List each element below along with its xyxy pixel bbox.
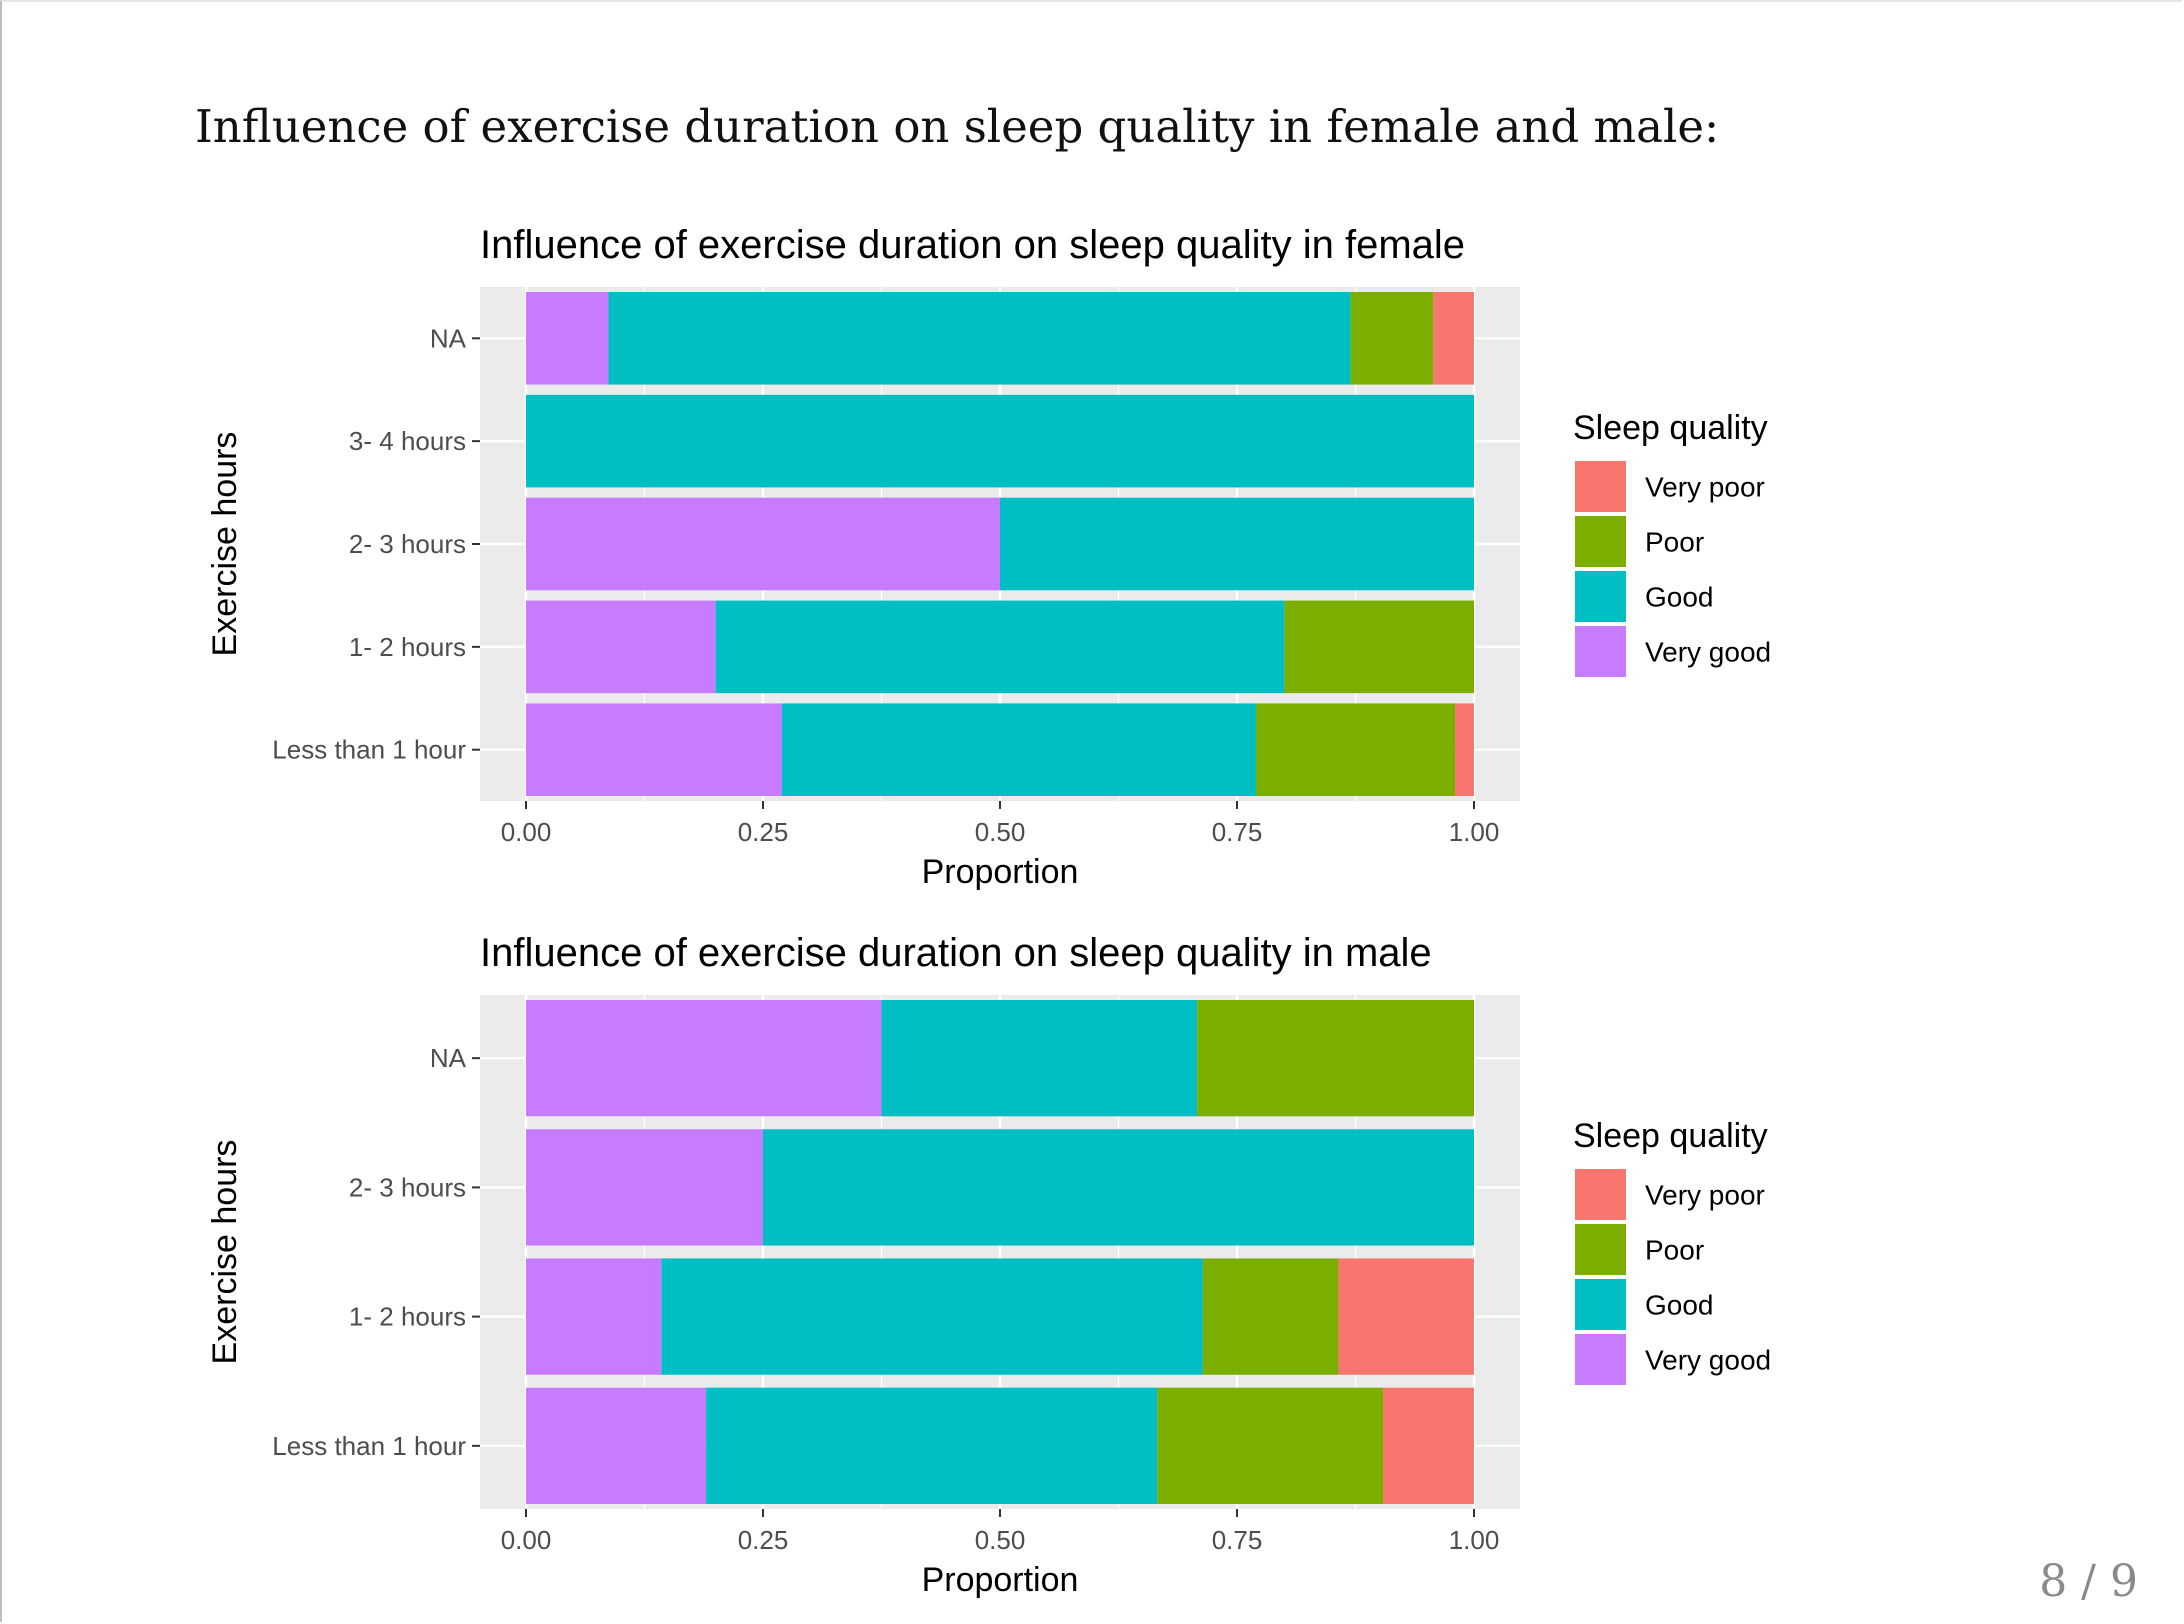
y-tick-label: Less than 1 hour (272, 1431, 466, 1461)
bar-very-good-2-3-hours (526, 497, 1000, 591)
bar-very-good-2-3-hours (526, 1129, 763, 1246)
x-axis-title: Proportion (922, 853, 1079, 891)
chart-title: Influence of exercise duration on sleep … (480, 931, 1432, 975)
bar-good-na (608, 292, 1351, 385)
bar-very-poor-1-2-hours (1338, 1258, 1474, 1375)
bar-very-good-na (526, 1000, 882, 1117)
bar-very-poor-less-than-1-hour (1382, 1387, 1474, 1504)
bar-very-good-na (526, 292, 609, 385)
legend-label-very-poor: Very poor (1645, 1180, 1765, 1211)
x-tick-label: 0.50 (975, 817, 1026, 847)
chart-title: Influence of exercise duration on sleep … (480, 223, 1465, 267)
y-axis-title: Exercise hours (206, 432, 244, 657)
x-tick-label: 0.50 (975, 1525, 1026, 1555)
legend-key-good (1575, 1279, 1626, 1330)
bar-good-less-than-1-hour (781, 703, 1256, 796)
bar-good-less-than-1-hour (706, 1387, 1158, 1504)
bar-very-good-1-2-hours (526, 1258, 662, 1375)
x-tick-label: 1.00 (1449, 1525, 1500, 1555)
x-tick-label: 0.25 (738, 817, 789, 847)
bar-good-1-2-hours (715, 600, 1285, 694)
x-tick-label: 1.00 (1449, 817, 1500, 847)
y-tick-label: 1- 2 hours (349, 632, 466, 662)
x-tick-label: 0.25 (738, 1525, 789, 1555)
bar-poor-na (1350, 292, 1434, 385)
bar-very-good-less-than-1-hour (526, 1387, 707, 1504)
bar-poor-less-than-1-hour (1157, 1387, 1383, 1504)
bar-very-poor-less-than-1-hour (1455, 703, 1474, 796)
bar-poor-1-2-hours (1202, 1258, 1339, 1375)
legend-key-very-poor (1575, 1169, 1626, 1220)
y-tick-label: NA (430, 1043, 467, 1073)
y-tick-label: NA (430, 323, 467, 353)
legend-title: Sleep quality (1573, 409, 1768, 447)
legend-title: Sleep quality (1573, 1117, 1768, 1155)
male-chart: Influence of exercise duration on sleep … (206, 931, 1771, 1599)
slide-heading: Influence of exercise duration on sleep … (195, 100, 1720, 153)
legend-key-very-poor (1575, 461, 1626, 512)
legend-key-very-good (1575, 1334, 1626, 1385)
bar-very-poor-na (1433, 292, 1474, 385)
bar-good-3-4-hours (526, 394, 1474, 488)
bar-very-good-1-2-hours (526, 600, 716, 694)
x-tick-label: 0.75 (1212, 817, 1263, 847)
x-axis-title: Proportion (922, 1561, 1079, 1599)
bar-good-1-2-hours (661, 1258, 1203, 1375)
legend-key-good (1575, 571, 1626, 622)
legend: Sleep quality Very poor Poor Good Very good (1573, 409, 1771, 677)
legend: Sleep quality Very poor Poor Good Very good (1573, 1117, 1771, 1385)
y-tick-label: 3- 4 hours (349, 426, 466, 456)
bar-good-2-3-hours (1000, 497, 1474, 591)
page-number: 8 / 9 (2039, 1556, 2138, 1607)
legend-key-poor (1575, 1224, 1626, 1275)
bar-good-na (881, 1000, 1198, 1117)
bar-poor-less-than-1-hour (1255, 703, 1456, 796)
y-tick-label: 2- 3 hours (349, 1172, 466, 1202)
legend-label-poor: Poor (1645, 527, 1704, 558)
legend-key-very-good (1575, 626, 1626, 677)
bar-poor-1-2-hours (1284, 600, 1474, 694)
bar-good-2-3-hours (763, 1129, 1474, 1246)
x-tick-label: 0.75 (1212, 1525, 1263, 1555)
legend-label-very-good: Very good (1645, 1345, 1771, 1376)
bar-very-good-less-than-1-hour (526, 703, 782, 796)
y-tick-label: 1- 2 hours (349, 1302, 466, 1332)
legend-label-very-poor: Very poor (1645, 472, 1765, 503)
y-tick-label: Less than 1 hour (272, 735, 466, 765)
bar-poor-na (1197, 1000, 1474, 1117)
x-tick-label: 0.00 (501, 817, 552, 847)
y-tick-label: 2- 3 hours (349, 529, 466, 559)
y-axis-title: Exercise hours (206, 1140, 244, 1365)
female-chart: Influence of exercise duration on sleep … (206, 223, 1771, 891)
legend-label-good: Good (1645, 1290, 1714, 1321)
legend-label-very-good: Very good (1645, 637, 1771, 668)
x-tick-label: 0.00 (501, 1525, 552, 1555)
legend-key-poor (1575, 516, 1626, 567)
legend-label-poor: Poor (1645, 1235, 1704, 1266)
legend-label-good: Good (1645, 582, 1714, 613)
